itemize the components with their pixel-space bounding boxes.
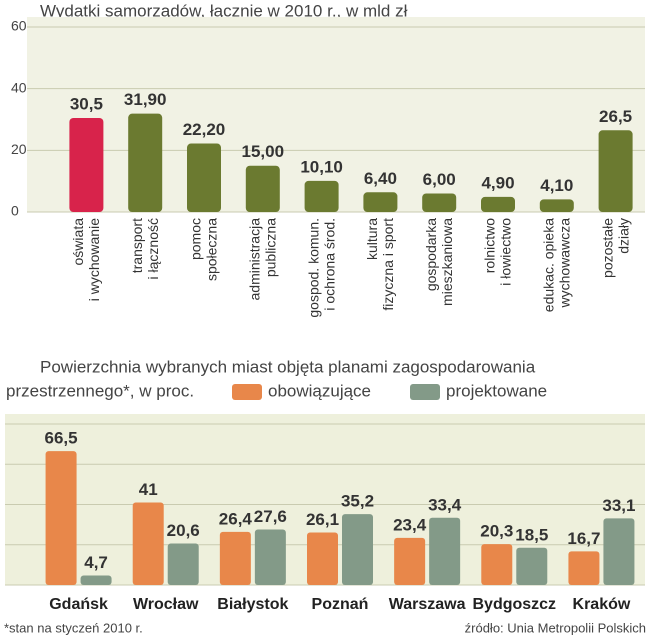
bar bbox=[187, 143, 221, 212]
x-tick-label: kultura bbox=[364, 218, 380, 260]
x-tick-label: Bydgoszcz bbox=[472, 596, 556, 613]
value-label: 6,40 bbox=[364, 169, 397, 188]
value-label: 26,5 bbox=[599, 107, 632, 126]
x-tick-label: i wychowanie bbox=[86, 218, 102, 301]
value-label: 35,2 bbox=[341, 492, 374, 511]
bar bbox=[69, 117, 104, 212]
bar bbox=[429, 517, 461, 585]
value-label: 66,5 bbox=[45, 429, 78, 448]
bar bbox=[598, 130, 633, 212]
bar bbox=[394, 537, 426, 585]
bar bbox=[254, 529, 286, 585]
legend-label: projektowane bbox=[446, 381, 547, 400]
bar bbox=[363, 192, 398, 212]
value-label: 20,3 bbox=[480, 522, 513, 541]
x-tick-label: Białystok bbox=[217, 596, 288, 613]
value-label: 15,00 bbox=[242, 142, 285, 161]
x-tick-label: działy bbox=[615, 218, 631, 254]
legend-swatch bbox=[232, 384, 262, 400]
chart-title: Powierzchnia wybranych miast objęta plan… bbox=[40, 357, 536, 376]
bar bbox=[481, 196, 515, 212]
bar bbox=[304, 180, 339, 212]
x-tick-label: rolnictwo bbox=[482, 218, 498, 273]
x-tick-label: Wrocław bbox=[133, 596, 199, 613]
value-label: 33,4 bbox=[428, 495, 462, 514]
y-tick-label: 20 bbox=[11, 141, 27, 157]
value-label: 26,1 bbox=[306, 510, 339, 529]
bar bbox=[45, 451, 77, 585]
bar bbox=[80, 575, 112, 585]
x-tick-label: i łowiectwo bbox=[498, 218, 514, 286]
y-tick-label: 0 bbox=[11, 203, 19, 219]
value-label: 16,7 bbox=[567, 529, 600, 548]
x-tick-label: Kraków bbox=[573, 596, 631, 613]
x-tick-label: oświata bbox=[70, 218, 86, 266]
y-tick-label: 60 bbox=[11, 18, 27, 34]
x-tick-label: publiczna bbox=[263, 218, 279, 277]
value-label: 31,90 bbox=[124, 90, 167, 109]
value-label: 10,10 bbox=[300, 157, 343, 176]
legend-label: obowiązujące bbox=[268, 381, 371, 400]
bar bbox=[167, 543, 199, 585]
bar bbox=[342, 514, 373, 585]
x-tick-label: i łączność bbox=[145, 218, 161, 279]
y-tick-label: 40 bbox=[11, 79, 27, 95]
x-tick-label: gospodarka bbox=[423, 218, 439, 291]
bar bbox=[481, 544, 513, 585]
bar bbox=[245, 165, 280, 212]
x-tick-label: Warszawa bbox=[389, 596, 466, 613]
bar bbox=[132, 502, 164, 585]
value-label: 4,7 bbox=[84, 553, 108, 572]
x-tick-label: fizyczna i sport bbox=[380, 218, 396, 311]
bar bbox=[307, 532, 338, 585]
x-tick-label: społeczna bbox=[204, 218, 220, 281]
bar bbox=[603, 518, 635, 585]
value-label: 27,6 bbox=[254, 507, 287, 526]
footnote: *stan na styczeń 2010 r. bbox=[4, 620, 143, 635]
x-tick-label: gospod. komun. bbox=[305, 218, 321, 318]
value-label: 4,10 bbox=[540, 176, 573, 195]
x-tick-label: pozostałe bbox=[599, 218, 615, 278]
bar bbox=[539, 199, 574, 212]
value-label: 23,4 bbox=[393, 515, 427, 534]
bar bbox=[422, 193, 457, 212]
x-tick-label: edukac. opieka bbox=[541, 218, 557, 312]
chart-title: przestrzennego*, w proc. bbox=[6, 381, 194, 400]
value-label: 20,6 bbox=[167, 521, 200, 540]
value-label: 6,00 bbox=[423, 170, 456, 189]
value-label: 41 bbox=[139, 480, 158, 499]
x-tick-label: wychowawcza bbox=[557, 218, 573, 309]
bar bbox=[128, 113, 163, 212]
value-label: 30,5 bbox=[70, 94, 103, 113]
value-label: 18,5 bbox=[515, 525, 548, 544]
x-tick-label: Poznań bbox=[312, 596, 369, 613]
bar bbox=[568, 551, 600, 585]
value-label: 4,90 bbox=[481, 173, 514, 192]
legend-swatch bbox=[410, 384, 440, 400]
value-label: 26,4 bbox=[219, 509, 253, 528]
value-label: 33,1 bbox=[602, 496, 635, 515]
bar bbox=[219, 531, 251, 585]
x-tick-label: Gdańsk bbox=[49, 596, 108, 613]
x-tick-label: pomoc bbox=[188, 218, 204, 260]
source: źródło: Unia Metropolii Polskich bbox=[465, 620, 646, 635]
bar bbox=[516, 547, 548, 585]
x-tick-label: administracja bbox=[247, 218, 263, 301]
chart-title: Wydatki samorządów, łącznie w 2010 r., w… bbox=[40, 1, 408, 20]
value-label: 22,20 bbox=[183, 120, 226, 139]
x-tick-label: transport bbox=[129, 218, 145, 273]
x-tick-label: mieszkaniowa bbox=[439, 218, 455, 306]
x-tick-label: i ochrona środ. bbox=[321, 218, 337, 311]
